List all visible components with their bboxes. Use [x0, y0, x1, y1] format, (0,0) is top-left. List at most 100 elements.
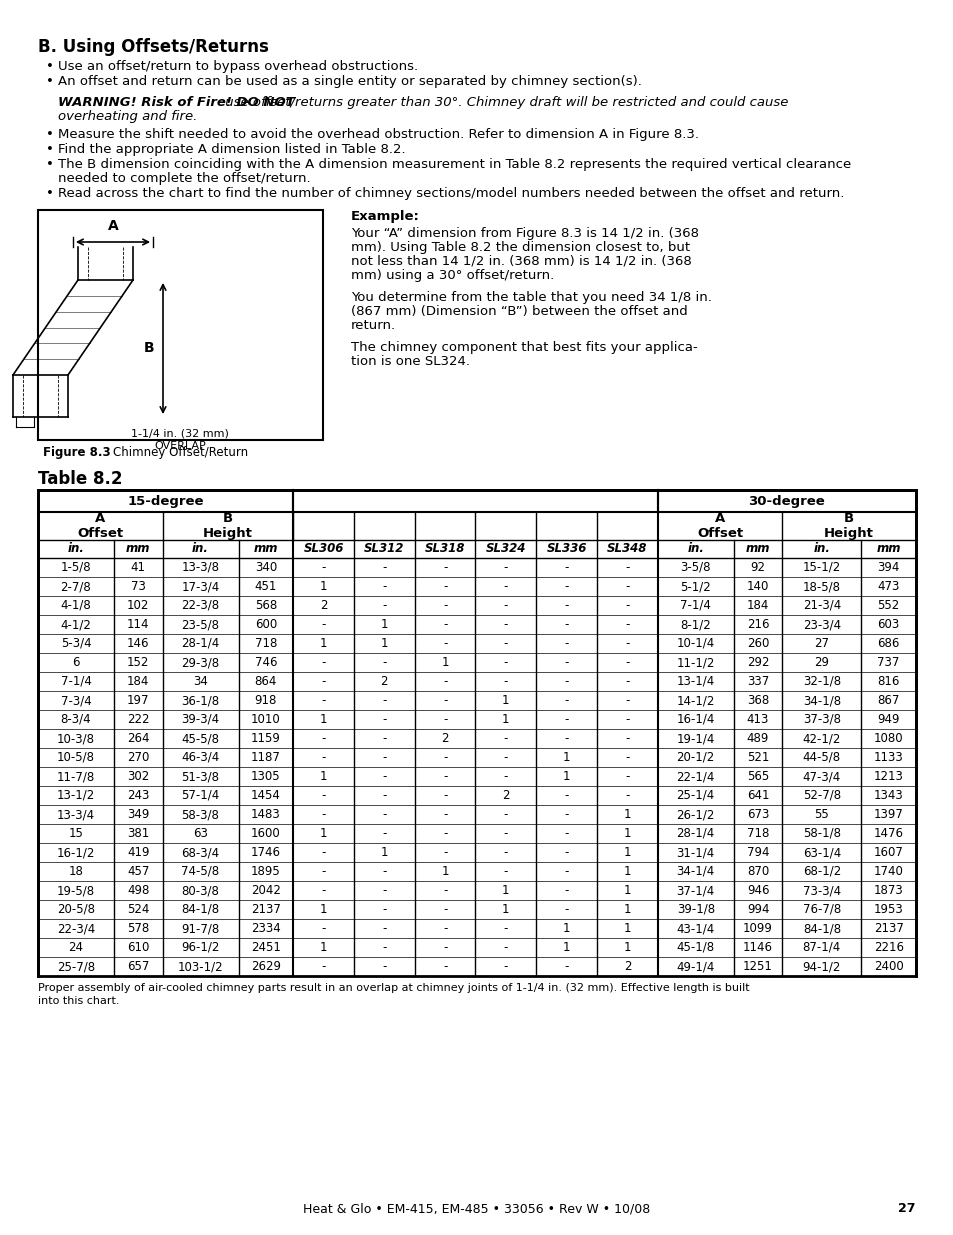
- Text: -: -: [321, 618, 325, 631]
- Text: -: -: [503, 618, 508, 631]
- Text: 673: 673: [746, 808, 768, 821]
- Text: 184: 184: [127, 676, 150, 688]
- Text: 2-7/8: 2-7/8: [61, 580, 91, 593]
- Text: 184: 184: [746, 599, 768, 613]
- Text: in.: in.: [68, 542, 84, 556]
- Text: 46-3/4: 46-3/4: [181, 751, 219, 764]
- Text: 92: 92: [750, 561, 764, 574]
- Text: -: -: [442, 923, 447, 935]
- Text: 864: 864: [254, 676, 276, 688]
- Text: -: -: [321, 846, 325, 860]
- Text: -: -: [321, 923, 325, 935]
- Text: 1: 1: [562, 751, 570, 764]
- Text: 794: 794: [746, 846, 768, 860]
- Text: 1159: 1159: [251, 732, 280, 745]
- Text: 816: 816: [877, 676, 899, 688]
- Text: 94-1/2: 94-1/2: [801, 960, 841, 973]
- Text: 13-1/2: 13-1/2: [57, 789, 95, 802]
- Text: -: -: [442, 827, 447, 840]
- Text: 20-5/8: 20-5/8: [57, 903, 95, 916]
- Text: 1454: 1454: [251, 789, 280, 802]
- Text: -: -: [382, 599, 386, 613]
- Text: 51-3/8: 51-3/8: [181, 769, 219, 783]
- Text: -: -: [442, 637, 447, 650]
- Text: 473: 473: [877, 580, 899, 593]
- Text: -: -: [382, 827, 386, 840]
- Text: 11-1/2: 11-1/2: [676, 656, 714, 669]
- Text: 63: 63: [193, 827, 208, 840]
- Text: 16-1/4: 16-1/4: [676, 713, 714, 726]
- Text: SL312: SL312: [364, 542, 404, 556]
- Text: 394: 394: [877, 561, 899, 574]
- Text: 718: 718: [254, 637, 276, 650]
- Text: 1: 1: [501, 884, 509, 897]
- Text: 1397: 1397: [873, 808, 902, 821]
- Text: -: -: [442, 751, 447, 764]
- Text: 11-7/8: 11-7/8: [57, 769, 95, 783]
- Text: -: -: [382, 732, 386, 745]
- Text: •: •: [46, 61, 53, 73]
- Text: -: -: [624, 580, 629, 593]
- Text: -: -: [564, 960, 568, 973]
- Text: 29-3/8: 29-3/8: [181, 656, 219, 669]
- Text: in.: in.: [686, 542, 703, 556]
- Text: 58-3/8: 58-3/8: [181, 808, 219, 821]
- Text: 96-1/2: 96-1/2: [181, 941, 219, 953]
- Text: 2334: 2334: [251, 923, 280, 935]
- Text: 1: 1: [319, 827, 327, 840]
- Text: -: -: [321, 751, 325, 764]
- Text: -: -: [564, 827, 568, 840]
- Text: -: -: [503, 676, 508, 688]
- Text: -: -: [564, 732, 568, 745]
- Text: Heat & Glo • EM-415, EM-485 • 33056 • Rev W • 10/08: Heat & Glo • EM-415, EM-485 • 33056 • Re…: [303, 1202, 650, 1215]
- Text: The chimney component that best fits your applica-: The chimney component that best fits you…: [351, 341, 697, 354]
- Text: 1: 1: [319, 941, 327, 953]
- Text: Table 8.2: Table 8.2: [38, 471, 122, 488]
- Text: 1873: 1873: [873, 884, 902, 897]
- Text: -: -: [503, 580, 508, 593]
- Text: -: -: [503, 864, 508, 878]
- Text: -: -: [624, 561, 629, 574]
- Text: -: -: [503, 751, 508, 764]
- Text: 641: 641: [746, 789, 768, 802]
- Text: -: -: [442, 769, 447, 783]
- Text: -: -: [564, 580, 568, 593]
- Text: -: -: [442, 713, 447, 726]
- Text: 13-1/4: 13-1/4: [676, 676, 714, 688]
- Text: 22-1/4: 22-1/4: [676, 769, 714, 783]
- Text: -: -: [382, 769, 386, 783]
- Text: 10-1/4: 10-1/4: [676, 637, 714, 650]
- Text: 3-5/8: 3-5/8: [679, 561, 710, 574]
- Text: 1: 1: [562, 923, 570, 935]
- Text: 24: 24: [69, 941, 84, 953]
- Text: in.: in.: [192, 542, 209, 556]
- Text: 686: 686: [877, 637, 899, 650]
- Text: 946: 946: [746, 884, 768, 897]
- Text: -: -: [503, 561, 508, 574]
- Text: 521: 521: [746, 751, 768, 764]
- Text: mm) using a 30° offset/return.: mm) using a 30° offset/return.: [351, 269, 554, 282]
- Text: 451: 451: [254, 580, 276, 593]
- Text: 13-3/4: 13-3/4: [57, 808, 95, 821]
- Text: Read across the chart to find the number of chimney sections/model numbers neede: Read across the chart to find the number…: [58, 186, 843, 200]
- Text: -: -: [503, 656, 508, 669]
- Text: 29: 29: [814, 656, 828, 669]
- Text: 1746: 1746: [251, 846, 280, 860]
- Text: 84-1/8: 84-1/8: [801, 923, 840, 935]
- Text: mm: mm: [876, 542, 900, 556]
- Text: 36-1/8: 36-1/8: [181, 694, 219, 706]
- Text: 31-1/4: 31-1/4: [676, 846, 714, 860]
- Text: 15-1/2: 15-1/2: [801, 561, 840, 574]
- Text: 1343: 1343: [873, 789, 902, 802]
- Text: 1: 1: [319, 637, 327, 650]
- Text: 2042: 2042: [251, 884, 280, 897]
- Text: 2137: 2137: [873, 923, 902, 935]
- Text: 1: 1: [562, 769, 570, 783]
- Text: 84-1/8: 84-1/8: [181, 903, 219, 916]
- Text: 7-3/4: 7-3/4: [61, 694, 91, 706]
- Text: Find the appropriate A dimension listed in Table 8.2.: Find the appropriate A dimension listed …: [58, 143, 405, 156]
- Text: -: -: [503, 808, 508, 821]
- Text: WARNING! Risk of Fire! DO NOT: WARNING! Risk of Fire! DO NOT: [58, 96, 294, 109]
- Text: mm). Using Table 8.2 the dimension closest to, but: mm). Using Table 8.2 the dimension close…: [351, 241, 689, 254]
- Text: mm: mm: [745, 542, 769, 556]
